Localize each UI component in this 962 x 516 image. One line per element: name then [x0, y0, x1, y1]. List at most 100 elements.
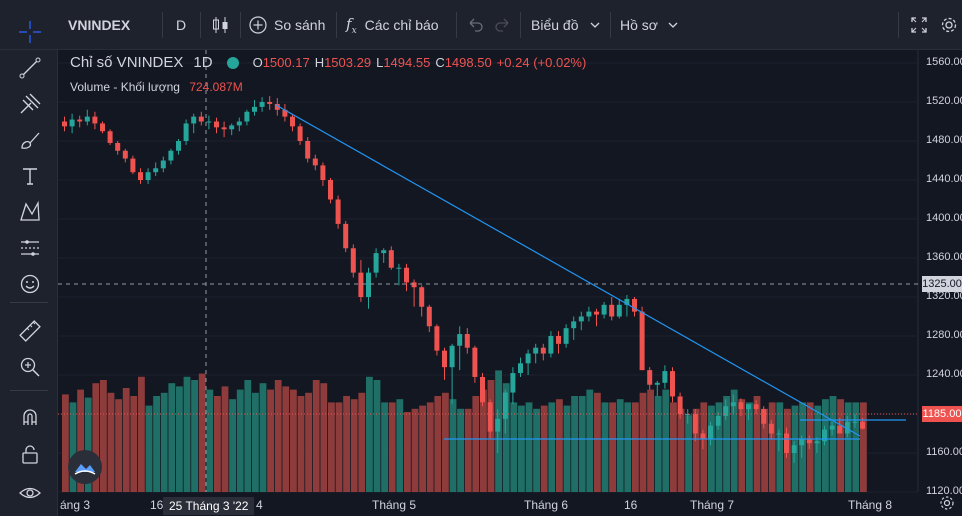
emoji-tool[interactable]	[13, 269, 47, 299]
volume-bar	[206, 389, 214, 492]
candle-body	[168, 150, 174, 161]
candle-body	[654, 382, 660, 385]
candle-body	[282, 109, 288, 117]
candle-body	[290, 116, 295, 127]
candle-body	[176, 141, 181, 151]
candle-body	[844, 421, 850, 434]
redo-button[interactable]	[494, 10, 512, 40]
top-toolbar: VNINDEX D So sánh fx Các chỉ báo	[0, 0, 962, 50]
candle-body	[632, 298, 637, 312]
undo-button[interactable]	[466, 10, 484, 40]
candle-body	[343, 223, 349, 249]
interval-label: D	[176, 17, 187, 33]
volume-bar	[708, 405, 715, 492]
volume-bar	[274, 380, 282, 492]
legend-change: +0.24 (+0.02%)	[496, 55, 587, 70]
function-icon: fx	[346, 14, 357, 36]
trend-line-tool[interactable]	[13, 53, 47, 83]
toolbar-divider	[240, 12, 241, 38]
forecast-tool[interactable]	[13, 233, 47, 263]
lock-tool[interactable]	[13, 440, 47, 470]
volume-bar	[138, 376, 145, 492]
volume-bar	[404, 412, 411, 492]
compare-button[interactable]: So sánh	[248, 10, 325, 40]
volume-bar	[297, 396, 305, 492]
price-chart[interactable]	[58, 50, 962, 516]
settings-button[interactable]	[940, 10, 958, 40]
volume-bar	[411, 408, 419, 492]
candle-body	[480, 376, 485, 403]
candle-body	[510, 373, 516, 393]
magnet-icon	[23, 409, 37, 425]
pitchfork-icon	[20, 93, 41, 114]
volume-bar	[571, 396, 578, 492]
trend-line-drawing[interactable]	[275, 104, 861, 437]
volume-bar	[419, 405, 426, 492]
volume-bar	[685, 415, 692, 492]
volume-bar	[267, 389, 274, 492]
volume-bar	[305, 392, 312, 492]
logo-button[interactable]	[68, 450, 102, 484]
symbol-search[interactable]: VNINDEX	[68, 10, 130, 40]
volume-bar	[84, 397, 92, 492]
toolbar-divider	[610, 12, 611, 38]
pattern-tool[interactable]	[13, 197, 47, 227]
volume-bar	[358, 392, 366, 492]
volume-bar	[396, 399, 404, 492]
time-axis[interactable]: áng 3 16 4 Tháng 5 Tháng 6 16 Tháng 7 Tháng 8	[58, 492, 918, 516]
redo-icon	[495, 18, 509, 32]
candle-body	[578, 316, 584, 322]
pitchfork-tool[interactable]	[13, 89, 47, 119]
chart-area[interactable]	[58, 50, 962, 516]
volume-bar	[69, 402, 77, 492]
candle-body	[274, 103, 280, 110]
volume-bar	[753, 396, 761, 492]
candle-body	[449, 345, 455, 368]
candle-series	[62, 96, 865, 463]
tool-divider	[10, 390, 48, 391]
interval-button[interactable]: D	[176, 10, 186, 40]
candle-body	[586, 311, 592, 317]
volume-bar	[221, 386, 229, 492]
candle-body	[753, 404, 759, 410]
market-status-icon	[226, 56, 239, 69]
candles-style-button[interactable]	[210, 10, 232, 40]
legend-low-value: 1494.55	[383, 55, 431, 70]
visibility-tool[interactable]	[13, 478, 47, 508]
chevron-down-icon	[591, 22, 600, 28]
volume-bar	[373, 380, 381, 492]
ruler-tool[interactable]	[13, 316, 47, 346]
candle-body	[206, 121, 212, 123]
candle-body	[115, 142, 121, 151]
volume-bar	[312, 380, 320, 492]
legend-high-value: 1503.29	[324, 55, 372, 70]
crosshair-tool[interactable]	[13, 17, 47, 47]
axis-settings-button[interactable]	[938, 494, 956, 516]
price-axis-label: 1320.00	[926, 290, 962, 302]
volume-bar	[100, 380, 107, 492]
candle-body	[533, 347, 539, 354]
brush-tool[interactable]	[13, 125, 47, 155]
text-tool[interactable]	[13, 161, 47, 191]
crosshair-price-tag: 1325.00	[922, 276, 962, 292]
volume-bar	[654, 396, 662, 492]
toolbar-divider	[456, 12, 457, 38]
volume-bar	[122, 388, 130, 492]
fullscreen-button[interactable]	[910, 10, 928, 40]
volume-bar	[426, 402, 434, 492]
candle-body	[198, 116, 204, 122]
candle-body	[358, 272, 364, 297]
logo-icon	[74, 464, 96, 475]
magnet-tool[interactable]	[13, 402, 47, 432]
price-axis-label: 1160.00	[926, 446, 962, 458]
candle-body	[464, 334, 470, 348]
zoom-in-tool[interactable]	[13, 352, 47, 382]
candle-body	[229, 125, 235, 130]
candle-body	[442, 350, 447, 368]
volume-bar	[806, 402, 814, 492]
indicators-button[interactable]: fx Các chỉ báo	[346, 10, 439, 40]
chart-type-button[interactable]: Biểu đồ	[531, 10, 602, 40]
profile-button[interactable]: Hồ sơ	[620, 10, 680, 40]
candle-body	[502, 392, 508, 419]
lock-icon	[22, 445, 38, 464]
